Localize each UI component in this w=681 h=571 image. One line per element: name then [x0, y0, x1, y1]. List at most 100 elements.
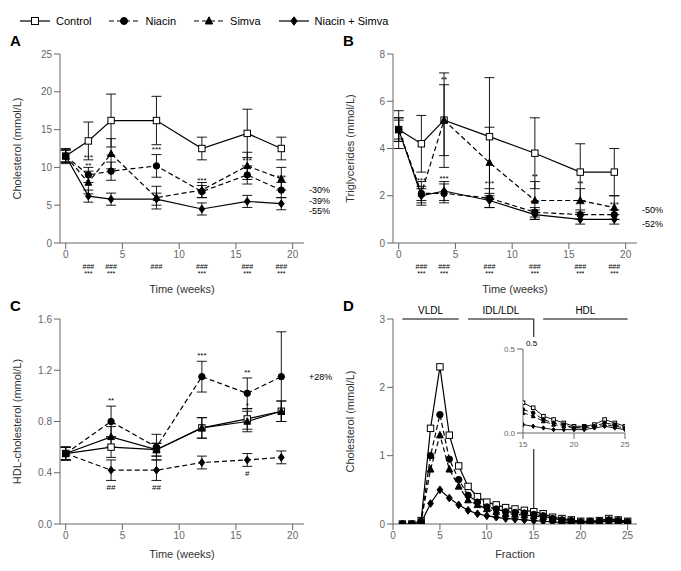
svg-text:**: ** — [108, 396, 114, 405]
svg-text:0.0: 0.0 — [38, 519, 52, 530]
svg-text:###***: ###*** — [196, 263, 208, 277]
svg-text:0: 0 — [379, 519, 385, 530]
svg-text:Fraction: Fraction — [495, 548, 535, 560]
svg-text:###***: ###*** — [484, 263, 496, 277]
svg-text:8: 8 — [379, 49, 385, 60]
svg-text:###***: ###*** — [105, 263, 117, 277]
svg-text:***: *** — [197, 176, 206, 185]
svg-text:VLDL: VLDL — [418, 305, 443, 316]
svg-text:**: ** — [441, 75, 447, 84]
svg-text:-39%: -39% — [309, 196, 330, 206]
svg-text:10: 10 — [174, 249, 186, 260]
svg-text:15: 15 — [519, 440, 528, 449]
svg-text:HDL-cholesterol (mmol/L): HDL-cholesterol (mmol/L) — [11, 359, 23, 484]
svg-text:Time (weeks): Time (weeks) — [149, 548, 215, 560]
svg-text:10: 10 — [481, 530, 493, 541]
svg-text:Time (weeks): Time (weeks) — [482, 283, 548, 295]
svg-text:0.5: 0.5 — [526, 339, 538, 348]
svg-text:0.0: 0.0 — [504, 429, 516, 438]
svg-text:5: 5 — [437, 530, 443, 541]
svg-text:Cholesterol (mmol/L): Cholesterol (mmol/L) — [344, 370, 356, 472]
svg-text:Time (weeks): Time (weeks) — [149, 283, 215, 295]
svg-text:*: * — [246, 401, 249, 410]
svg-text:###***: ###*** — [529, 263, 541, 277]
svg-text:***: *** — [417, 176, 426, 185]
html-text:Niacin: Niacin — [145, 15, 176, 27]
svg-text:###***: ###*** — [416, 263, 428, 277]
svg-text:**: ** — [532, 172, 538, 181]
svg-text:Cholesterol (mmol/L): Cholesterol (mmol/L) — [11, 97, 23, 199]
svg-text:10: 10 — [174, 530, 186, 541]
svg-text:20: 20 — [287, 530, 299, 541]
svg-text:-50%: -50% — [642, 205, 663, 215]
svg-text:###***: ###*** — [574, 263, 586, 277]
svg-text:0: 0 — [63, 249, 69, 260]
svg-text:***: *** — [485, 179, 494, 188]
svg-text:IDL/LDL: IDL/LDL — [483, 305, 520, 316]
svg-text:1: 1 — [379, 450, 385, 461]
svg-text:5: 5 — [120, 530, 126, 541]
svg-text:3: 3 — [379, 314, 385, 325]
svg-text:***: *** — [106, 152, 115, 161]
svg-text:***: *** — [277, 173, 286, 182]
svg-text:15: 15 — [563, 249, 575, 260]
svg-text:###***: ###*** — [608, 263, 620, 277]
svg-text:###: ### — [151, 263, 163, 270]
svg-text:15: 15 — [41, 124, 53, 135]
svg-text:25: 25 — [41, 49, 53, 60]
svg-text:20: 20 — [41, 86, 53, 97]
svg-text:2: 2 — [379, 190, 385, 201]
svg-text:***: *** — [439, 174, 448, 183]
svg-text:15: 15 — [230, 530, 242, 541]
svg-text:20: 20 — [575, 530, 587, 541]
svg-text:1.6: 1.6 — [38, 314, 52, 325]
svg-text:###***: ###*** — [83, 263, 95, 277]
svg-text:0: 0 — [379, 238, 385, 249]
svg-text:-30%: -30% — [309, 185, 330, 195]
svg-text:0: 0 — [63, 530, 69, 541]
html-text:Control: Control — [56, 15, 92, 27]
svg-text:0.5: 0.5 — [504, 345, 516, 354]
svg-text:**: ** — [85, 161, 91, 170]
svg-text:***: *** — [576, 200, 585, 209]
svg-text:5: 5 — [46, 200, 52, 211]
svg-text:***: *** — [243, 156, 252, 165]
svg-text:20: 20 — [620, 249, 632, 260]
svg-text:10: 10 — [41, 162, 53, 173]
svg-text:-52%: -52% — [642, 219, 663, 229]
svg-text:20: 20 — [570, 440, 579, 449]
svg-text:###***: ###*** — [275, 263, 287, 277]
svg-text:#: # — [245, 469, 250, 478]
svg-text:0: 0 — [46, 238, 52, 249]
svg-text:***: *** — [530, 198, 539, 207]
svg-text:5: 5 — [453, 249, 459, 260]
svg-text:###***: ###*** — [241, 263, 253, 277]
svg-text:0: 0 — [396, 249, 402, 260]
svg-text:20: 20 — [287, 249, 299, 260]
svg-text:##: ## — [152, 483, 161, 492]
svg-text:10: 10 — [507, 249, 519, 260]
svg-text:**: ** — [577, 179, 583, 188]
svg-text:25: 25 — [622, 530, 634, 541]
svg-text:1.2: 1.2 — [38, 365, 52, 376]
svg-text:***: *** — [610, 200, 619, 209]
svg-text:6: 6 — [379, 96, 385, 107]
svg-text:**: ** — [244, 368, 250, 377]
svg-text:25: 25 — [621, 440, 630, 449]
svg-text:15: 15 — [230, 249, 242, 260]
svg-text:2: 2 — [379, 382, 385, 393]
svg-text:0.4: 0.4 — [38, 467, 52, 478]
svg-text:4: 4 — [379, 143, 385, 154]
svg-text:15: 15 — [528, 530, 540, 541]
svg-text:***: *** — [197, 351, 206, 360]
svg-text:***: *** — [152, 145, 161, 154]
svg-text:HDL: HDL — [575, 305, 595, 316]
svg-text:0: 0 — [390, 530, 396, 541]
svg-text:Triglycerides (mmol/L): Triglycerides (mmol/L) — [344, 94, 356, 202]
svg-text:+28%: +28% — [309, 372, 332, 382]
svg-text:5: 5 — [120, 249, 126, 260]
svg-text:###***: ###*** — [438, 263, 450, 277]
svg-text:##: ## — [107, 483, 116, 492]
svg-text:0.8: 0.8 — [38, 416, 52, 427]
svg-text:-55%: -55% — [309, 206, 330, 216]
